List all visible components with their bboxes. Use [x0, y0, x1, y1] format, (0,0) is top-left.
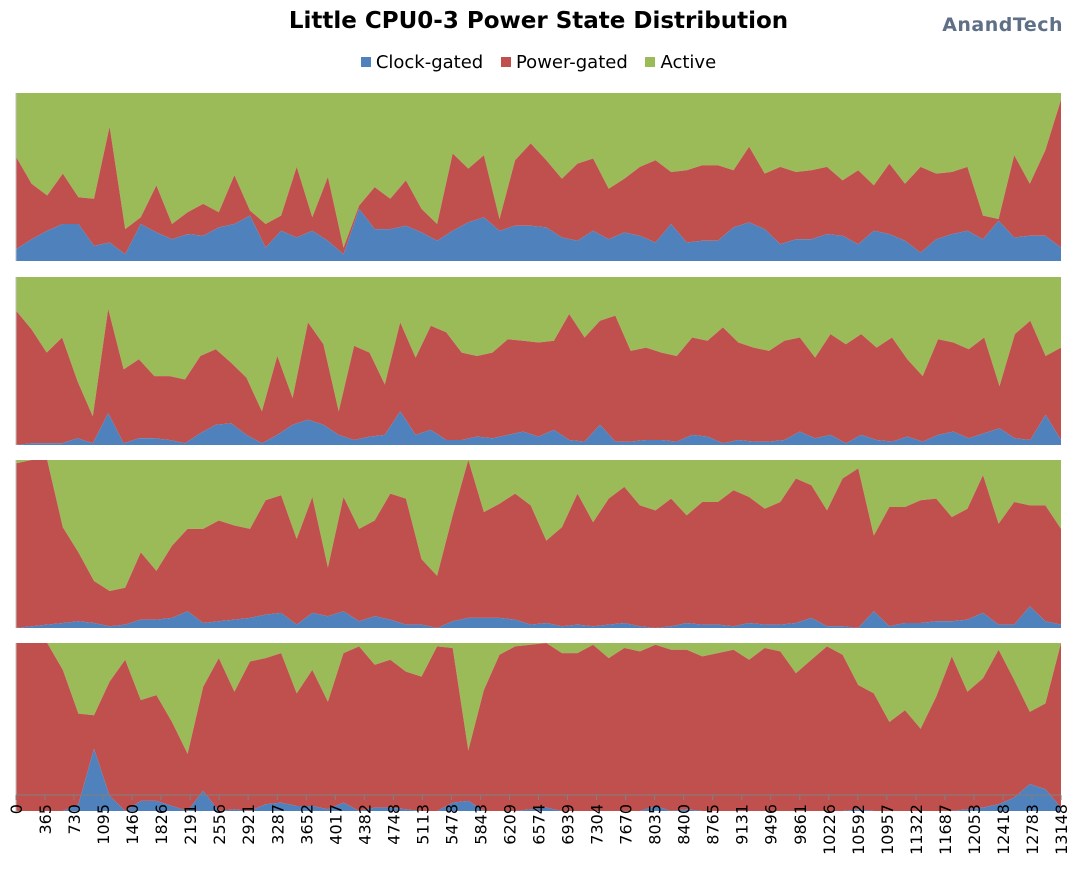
x-tick-label: 12783 [1023, 804, 1042, 855]
x-tick-label: 10226 [820, 804, 839, 855]
x-tick-label: 730 [65, 804, 84, 835]
x-tick-label: 8765 [704, 804, 723, 845]
legend-item-power-gated: Power-gated [500, 52, 628, 73]
series-active-area [16, 93, 1061, 248]
x-tick-label: 3287 [268, 804, 287, 845]
x-tick-label: 12053 [965, 804, 984, 855]
x-tick-label: 3652 [297, 804, 316, 845]
legend-label-clock-gated: Clock-gated [375, 52, 484, 73]
x-tick-label: 6574 [530, 804, 549, 845]
x-tick-label: 2556 [210, 804, 229, 845]
panel-cpu3 [15, 643, 1061, 811]
panel-cpu0 [15, 93, 1061, 261]
series-active-area [16, 643, 1061, 754]
x-tick-label: 4748 [384, 804, 403, 845]
series-active-area [16, 277, 1061, 417]
series-power-gated-area [16, 99, 1061, 255]
x-tick-label: 2191 [181, 804, 200, 845]
x-tick-label: 4382 [355, 804, 374, 845]
x-tick-label: 1095 [94, 804, 113, 845]
series-clock-gated-area [16, 208, 1061, 261]
x-tick-label: 0 [7, 804, 26, 814]
legend-label-active: Active [660, 52, 717, 73]
x-tick-label: 5113 [413, 804, 432, 845]
x-tick-label: 8035 [646, 804, 665, 845]
x-tick-label: 1826 [152, 804, 171, 845]
x-tick-label: 12418 [994, 804, 1013, 855]
x-tick-label: 9131 [733, 804, 752, 845]
x-tick-label: 5478 [442, 804, 461, 845]
chart-legend: Clock-gated Power-gated Active [0, 52, 1077, 73]
legend-item-clock-gated: Clock-gated [360, 52, 484, 73]
x-tick-label: 9496 [762, 804, 781, 845]
x-tick-label: 1460 [123, 804, 142, 845]
panel-cpu1 [15, 277, 1061, 445]
x-tick-label: 2921 [239, 804, 258, 845]
legend-swatch-clock-gated [360, 57, 371, 67]
x-tick-label: 365 [36, 804, 55, 835]
series-clock-gated-area [16, 606, 1061, 628]
panel-cpu2 [15, 460, 1061, 628]
x-tick-label: 6209 [501, 804, 520, 845]
legend-swatch-active [645, 57, 656, 67]
x-tick-label: 7304 [588, 804, 607, 845]
x-tick-label: 10592 [849, 804, 868, 855]
x-tick-label: 5843 [471, 804, 490, 845]
x-tick-label: 6939 [559, 804, 578, 845]
series-power-gated-area [16, 308, 1061, 445]
legend-item-active: Active [645, 52, 716, 73]
x-tick-label: 11687 [936, 804, 955, 855]
x-tick-label: 4017 [326, 804, 345, 845]
legend-label-power-gated: Power-gated [515, 52, 628, 73]
legend-swatch-power-gated [500, 57, 511, 67]
x-tick-label: 7670 [617, 804, 636, 845]
chart-title: Little CPU0-3 Power State Distribution [288, 8, 789, 34]
x-tick-label: 9861 [791, 804, 810, 845]
series-power-gated-area [16, 460, 1061, 628]
series-power-gated-area [16, 643, 1061, 811]
x-tick-label: 11322 [907, 804, 926, 855]
series-clock-gated-area [16, 411, 1061, 445]
x-tick-label: 8400 [675, 804, 694, 845]
series-active-area [16, 460, 1061, 591]
x-tick-label: 13148 [1052, 804, 1071, 855]
x-tick-label: 10957 [878, 804, 897, 855]
anandtech-logo: AnandTech [942, 14, 1063, 36]
